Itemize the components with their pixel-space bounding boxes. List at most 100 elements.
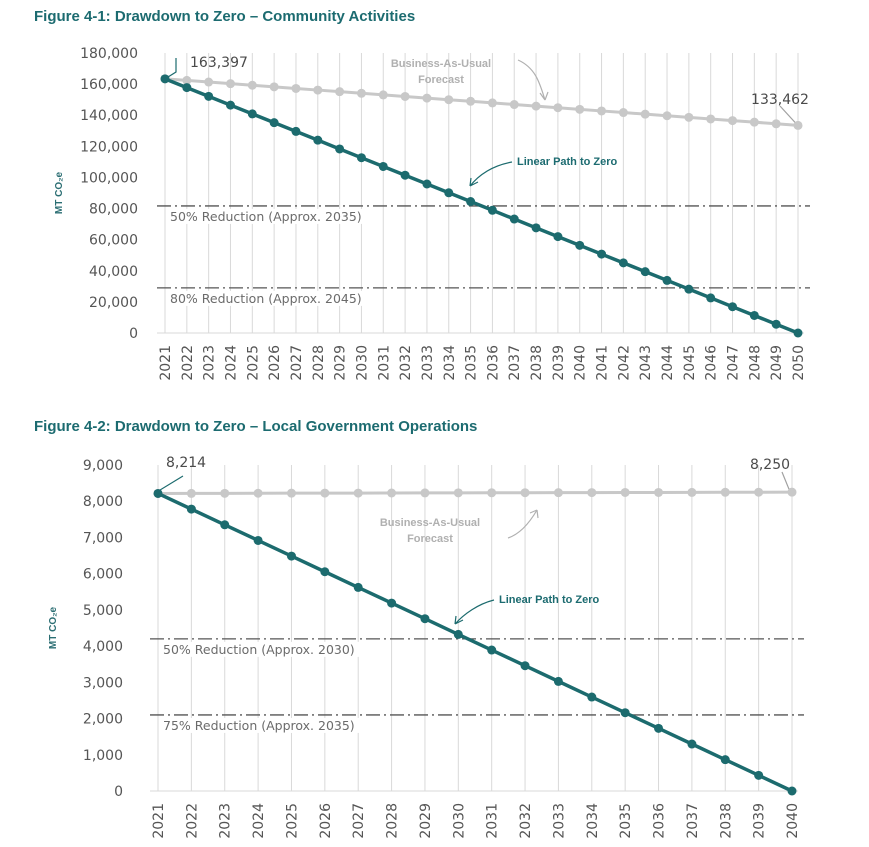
y-tick-label: 0 xyxy=(129,326,138,342)
linear-path-point xyxy=(378,161,388,171)
bau-forecast-point xyxy=(620,487,630,497)
x-tick-label: 2039 xyxy=(752,803,768,839)
x-tick-label: 2023 xyxy=(202,345,218,381)
bau-forecast-point xyxy=(720,487,730,497)
linear-path-point xyxy=(247,109,257,119)
bau-forecast-point xyxy=(225,79,235,89)
bau-forecast-point xyxy=(353,488,363,498)
x-tick-label: 2038 xyxy=(529,345,545,381)
x-tick-label: 2041 xyxy=(595,345,611,381)
y-tick-label: 3,000 xyxy=(83,675,123,691)
y-tick-label: 4,000 xyxy=(83,639,123,655)
y-tick-label: 140,000 xyxy=(80,108,138,124)
linear-path-point xyxy=(291,126,301,136)
linear-path-point xyxy=(253,535,263,545)
linear-path-point xyxy=(313,135,323,145)
x-tick-label: 2036 xyxy=(485,345,501,381)
bau-forecast-point xyxy=(531,101,541,111)
x-tick-label: 2031 xyxy=(376,345,392,381)
linear-path-point xyxy=(640,267,650,277)
bau-forecast-point xyxy=(387,488,397,498)
x-tick-label: 2036 xyxy=(652,803,668,839)
bau-forecast-point xyxy=(793,120,803,130)
linear-annotation: Linear Path to Zero xyxy=(499,594,600,606)
start-value-label: 163,397 xyxy=(190,55,248,71)
linear-path-point xyxy=(387,598,397,608)
linear-path-point xyxy=(320,567,330,577)
y-tick-label: 160,000 xyxy=(80,77,138,93)
y-tick-label: 6,000 xyxy=(83,567,123,583)
y-tick-label: 7,000 xyxy=(83,530,123,546)
x-tick-label: 2034 xyxy=(442,345,458,381)
x-tick-label: 2029 xyxy=(418,803,434,839)
x-tick-label: 2044 xyxy=(660,345,676,381)
y-tick-label: 1,000 xyxy=(83,748,123,764)
figure-1-title: Figure 4-1: Drawdown to Zero – Community… xyxy=(34,8,416,25)
bau-forecast-point xyxy=(553,488,563,498)
y-tick-label: 2,000 xyxy=(83,712,123,728)
bau-forecast-point xyxy=(220,488,230,498)
bau-forecast-point xyxy=(553,103,563,113)
x-tick-label: 2027 xyxy=(289,345,305,381)
reference-label-background xyxy=(167,290,375,306)
bau-forecast-point xyxy=(420,488,430,498)
linear-path-point xyxy=(597,249,607,259)
y-axis-label: MT CO₂e xyxy=(48,606,59,649)
linear-path-point xyxy=(553,232,563,242)
bau-forecast-line xyxy=(157,490,793,495)
x-tick-label: 2048 xyxy=(747,345,763,381)
linear-path-point xyxy=(444,188,454,198)
bau-forecast-point xyxy=(771,119,781,129)
linear-path-point xyxy=(749,310,759,320)
chart-community-activities: 0 20,000 40,000 60,000 80,000 100,000 120,000 1… xyxy=(54,46,810,381)
x-tick-label: 2030 xyxy=(354,345,370,381)
x-tick-label: 2026 xyxy=(267,345,283,381)
end-value-leader xyxy=(781,471,790,490)
linear-path-point xyxy=(487,645,497,655)
x-tick-label: 2031 xyxy=(485,803,501,839)
x-tick-label: 2043 xyxy=(638,345,654,381)
linear-annotation-arrow xyxy=(454,599,495,625)
reference-label-background xyxy=(160,717,368,733)
end-value-label: 133,462 xyxy=(751,92,809,108)
linear-path-point xyxy=(754,770,764,780)
linear-path-point xyxy=(453,629,463,639)
x-tick-label: 2021 xyxy=(158,345,174,381)
linear-path-point xyxy=(186,504,196,514)
start-value-label: 8,214 xyxy=(166,455,206,471)
linear-path-point xyxy=(553,676,563,686)
end-value-label: 8,250 xyxy=(750,457,790,473)
linear-path-point xyxy=(618,258,628,268)
linear-path-point xyxy=(687,739,697,749)
linear-path-point xyxy=(587,692,597,702)
bau-forecast-point xyxy=(684,112,694,122)
linear-path-point xyxy=(787,786,797,796)
bau-forecast-point xyxy=(269,82,279,92)
end-value-leader xyxy=(779,105,796,123)
linear-path-point xyxy=(771,319,781,329)
bau-forecast-point xyxy=(487,488,497,498)
y-tick-label: 8,000 xyxy=(83,494,123,510)
bau-forecast-point xyxy=(618,108,628,118)
x-tick-label: 2026 xyxy=(318,803,334,839)
bau-forecast-point xyxy=(487,98,497,108)
bau-forecast-point xyxy=(587,488,597,498)
x-tick-label: 2024 xyxy=(223,345,239,381)
bau-forecast-point xyxy=(466,96,476,106)
x-tick-label: 2028 xyxy=(311,345,327,381)
linear-path-point xyxy=(575,240,585,250)
y-tick-label: 100,000 xyxy=(80,170,138,186)
x-tick-label: 2038 xyxy=(718,803,734,839)
x-tick-label: 2025 xyxy=(245,345,261,381)
figure-2-title: Figure 4-2: Drawdown to Zero – Local Gov… xyxy=(34,418,478,435)
linear-path-point xyxy=(620,708,630,718)
reference-label: 50% Reduction (Approx. 2030) xyxy=(163,642,355,657)
linear-path-point xyxy=(466,197,476,207)
y-tick-label: 9,000 xyxy=(83,458,123,474)
linear-path-point xyxy=(531,223,541,233)
linear-path-point xyxy=(793,328,803,338)
x-tick-label: 2040 xyxy=(785,803,801,839)
x-tick-label: 2042 xyxy=(616,345,632,381)
linear-path-line xyxy=(157,491,793,793)
bau-annotation-arrow xyxy=(507,509,539,539)
